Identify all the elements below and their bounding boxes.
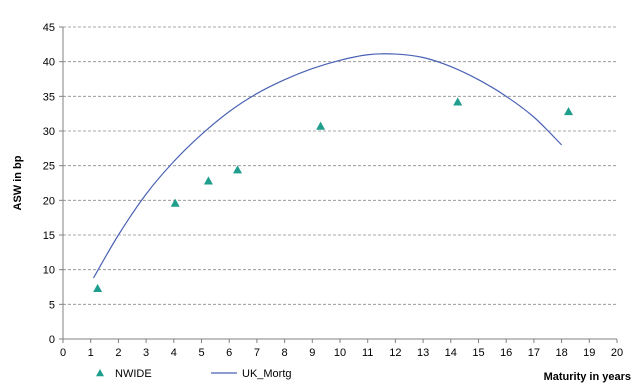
y-tick-label-5: 5 xyxy=(49,299,55,311)
x-tick-label-12: 12 xyxy=(389,347,401,359)
x-tick-label-8: 8 xyxy=(282,347,288,359)
y-tick-label-20: 20 xyxy=(43,195,55,207)
x-tick-label-10: 10 xyxy=(334,347,346,359)
data-point-nwide-0 xyxy=(93,283,103,292)
x-tick-label-18: 18 xyxy=(555,347,567,359)
axis-layer xyxy=(59,26,618,343)
legend-label-nwide: NWIDE xyxy=(115,368,152,380)
x-tick-label-6: 6 xyxy=(226,347,232,359)
y-tick-label-40: 40 xyxy=(43,57,55,69)
x-tick-label-13: 13 xyxy=(417,347,429,359)
x-axis-title: Maturity in years xyxy=(544,371,631,383)
x-tick-label-16: 16 xyxy=(500,347,512,359)
y-tick-label-10: 10 xyxy=(43,265,55,277)
series-layer xyxy=(92,53,574,292)
x-tick-label-14: 14 xyxy=(445,347,457,359)
data-point-nwide-2 xyxy=(203,176,213,185)
data-point-nwide-5 xyxy=(453,97,463,106)
y-tick-label-25: 25 xyxy=(43,161,55,173)
x-tick-label-4: 4 xyxy=(171,347,177,359)
data-point-nwide-6 xyxy=(564,107,574,116)
series-line-uk-mortg xyxy=(92,53,563,279)
data-point-nwide-3 xyxy=(233,165,243,174)
x-tick-label-7: 7 xyxy=(254,347,260,359)
x-tick-label-5: 5 xyxy=(198,347,204,359)
legend-label-uk-mortg: UK_Mortg xyxy=(242,368,292,380)
x-tick-label-9: 9 xyxy=(309,347,315,359)
data-point-nwide-1 xyxy=(170,198,180,207)
legend-marker-nwide xyxy=(96,369,104,377)
y-tick-label-45: 45 xyxy=(43,22,55,34)
y-tick-label-0: 0 xyxy=(49,334,55,346)
x-tick-label-3: 3 xyxy=(143,347,149,359)
x-tick-label-2: 2 xyxy=(115,347,121,359)
y-tick-label-35: 35 xyxy=(43,91,55,103)
x-tick-label-17: 17 xyxy=(528,347,540,359)
data-point-nwide-4 xyxy=(316,121,326,130)
x-tick-label-1: 1 xyxy=(88,347,94,359)
x-tick-label-20: 20 xyxy=(611,347,623,359)
x-tick-label-0: 0 xyxy=(60,347,66,359)
grid-layer xyxy=(63,26,617,305)
y-tick-label-15: 15 xyxy=(43,230,55,242)
x-tick-label-19: 19 xyxy=(583,347,595,359)
legend: NWIDE UK_Mortg xyxy=(96,368,292,380)
y-axis-title: ASW in bp xyxy=(12,155,24,210)
y-tick-label-30: 30 xyxy=(43,126,55,138)
x-tick-label-11: 11 xyxy=(362,347,373,359)
x-tick-label-15: 15 xyxy=(472,347,484,359)
